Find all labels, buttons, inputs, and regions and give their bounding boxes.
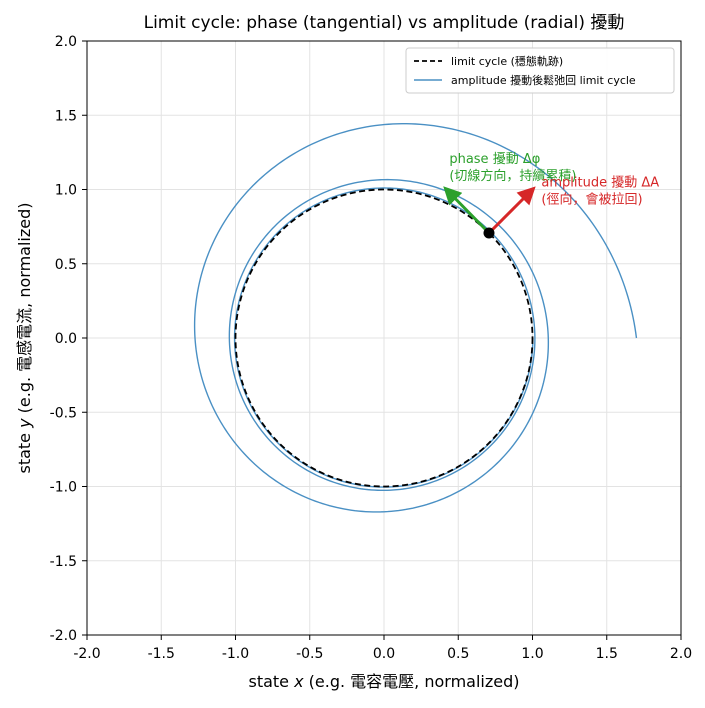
x-tick-label: 2.0 [670, 646, 692, 662]
x-tick-label: -1.0 [222, 646, 249, 662]
x-tick-label: -0.5 [296, 646, 323, 662]
amplitude-annotation-note: (徑向，會被拉回) [541, 192, 642, 208]
x-axis-ticks: -2.0 -1.5 -1.0 -0.5 0.0 0.5 1.0 1.5 2.0 [73, 635, 692, 662]
legend-label-spiral: amplitude 擾動後鬆弛回 limit cycle [451, 73, 636, 87]
x-tick-label: 1.5 [596, 646, 618, 662]
y-tick-label: 0.5 [55, 257, 77, 273]
phase-annotation-note: (切線方向，持續累積) [449, 168, 576, 184]
amplitude-arrow [487, 186, 536, 235]
y-tick-label: 1.0 [55, 183, 77, 199]
legend-box [405, 47, 675, 94]
x-tick-label: -2.0 [73, 646, 100, 662]
phase-arrow [443, 186, 491, 235]
curves [193, 123, 638, 513]
legend-label-limit-cycle: limit cycle (穩態軌跡) [451, 54, 563, 68]
chart-title: Limit cycle: phase (tangential) vs ampli… [144, 13, 625, 33]
y-tick-label: -1.0 [50, 480, 77, 496]
state-point [483, 227, 495, 239]
y-tick-label: 1.5 [55, 108, 77, 124]
x-tick-label: -1.5 [148, 646, 175, 662]
x-tick-label: 0.5 [447, 646, 469, 662]
y-axis-ticks: -2.0 -1.5 -1.0 -0.5 0.0 0.5 1.0 1.5 2.0 [50, 34, 87, 644]
y-tick-label: -0.5 [50, 405, 77, 421]
grid [86, 40, 682, 636]
series-spiral-line [193, 123, 638, 513]
y-tick-label: -2.0 [50, 628, 77, 644]
y-tick-label: 0.0 [55, 331, 77, 347]
y-axis-label: state y (e.g. 電感電流, normalized) [15, 202, 34, 473]
legend: limit cycle (穩態軌跡) amplitude 擾動後鬆弛回 limi… [405, 47, 675, 94]
x-tick-label: 0.0 [373, 646, 395, 662]
x-tick-label: 1.0 [521, 646, 543, 662]
series-limit-cycle-line [234, 188, 534, 488]
annotations: phase 擾動 Δφ(切線方向，持續累積)amplitude 擾動 ΔA(徑向… [443, 151, 659, 239]
y-tick-label: -1.5 [50, 554, 77, 570]
phase-annotation-label: phase 擾動 Δφ [449, 151, 540, 167]
y-tick-label: 2.0 [55, 34, 77, 50]
x-axis-label: state x (e.g. 電容電壓, normalized) [248, 672, 519, 691]
amplitude-annotation-label: amplitude 擾動 ΔA [541, 175, 659, 191]
